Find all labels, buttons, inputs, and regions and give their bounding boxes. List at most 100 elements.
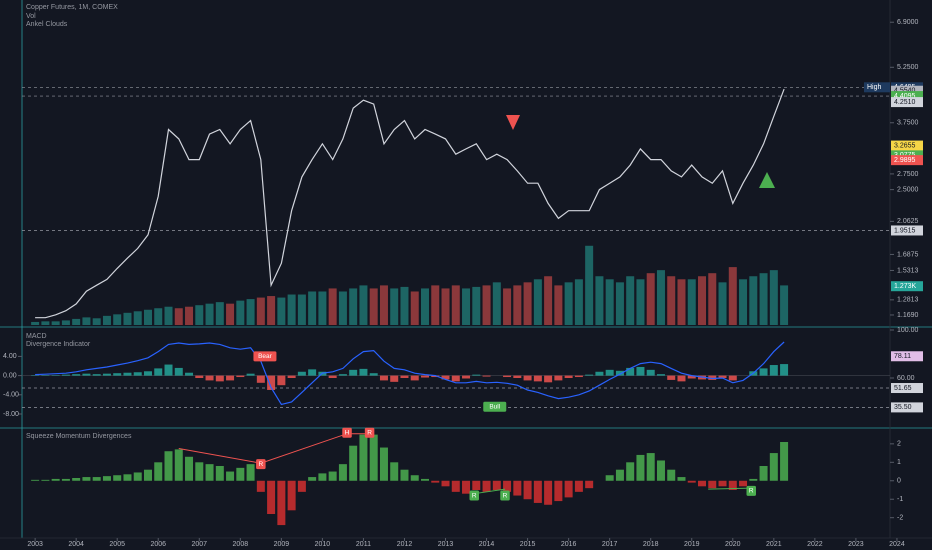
volume-bar xyxy=(523,282,532,325)
volume-bar xyxy=(123,312,132,325)
volume-bar xyxy=(677,279,686,325)
histogram-bar xyxy=(482,375,491,377)
annotation-box xyxy=(500,490,510,501)
histogram-bar xyxy=(780,364,789,376)
histogram-bar xyxy=(749,478,758,481)
histogram-bar xyxy=(164,364,173,376)
x-tick-label: 2021 xyxy=(766,541,782,548)
histogram-bar xyxy=(523,375,532,381)
y-tick-label: 2.7500 xyxy=(897,171,919,178)
histogram-bar xyxy=(215,375,224,382)
histogram-bar xyxy=(92,374,101,376)
histogram-bar xyxy=(379,375,388,381)
volume-bar xyxy=(205,303,214,325)
histogram-bar xyxy=(687,480,696,483)
volume-bar xyxy=(154,308,163,325)
volume-bar xyxy=(492,282,501,325)
volume-bar xyxy=(595,276,604,325)
histogram-bar xyxy=(544,480,553,505)
volume-bar xyxy=(698,276,707,325)
indicator-label: Ankel Clouds xyxy=(26,21,68,28)
histogram-bar xyxy=(256,480,265,492)
histogram-bar xyxy=(687,375,696,379)
x-tick-label: 2011 xyxy=(356,541,371,548)
histogram-bar xyxy=(718,375,727,378)
x-tick-label: 2013 xyxy=(438,541,454,548)
x-tick-label: 2015 xyxy=(520,541,536,548)
price-tag xyxy=(891,155,923,166)
price-line xyxy=(35,88,785,319)
volume-bar xyxy=(739,279,748,325)
buy-signal xyxy=(759,172,775,188)
volume-bar xyxy=(328,288,337,325)
histogram-bar xyxy=(462,375,471,379)
x-tick-label: 2017 xyxy=(602,541,618,548)
price-tag-label: 51.65 xyxy=(894,385,912,392)
histogram-bar xyxy=(297,371,306,376)
histogram-bar xyxy=(574,480,583,492)
x-tick-label: 2014 xyxy=(479,541,495,548)
volume-bar xyxy=(636,279,645,325)
histogram-bar xyxy=(564,480,573,498)
x-tick-label: 2007 xyxy=(191,541,207,548)
histogram-bar xyxy=(554,480,563,502)
volume-bar xyxy=(102,315,111,325)
histogram-bar xyxy=(420,478,429,481)
price-tag xyxy=(891,85,923,96)
volume-bar xyxy=(174,308,183,325)
histogram-bar xyxy=(143,469,152,481)
volume-bar xyxy=(287,294,296,325)
annotation-box xyxy=(253,351,277,362)
histogram-bar xyxy=(431,375,440,378)
histogram-bar xyxy=(113,373,122,376)
x-tick-label: 2018 xyxy=(643,541,659,548)
tag-name: High xyxy=(867,84,882,91)
volume-bar xyxy=(420,288,429,325)
histogram-bar xyxy=(41,479,50,481)
histogram-bar xyxy=(646,453,655,481)
price-tag xyxy=(891,351,923,362)
histogram-bar xyxy=(503,480,512,492)
volume-bar xyxy=(574,279,583,325)
histogram-bar xyxy=(656,460,665,481)
histogram-bar xyxy=(246,373,255,376)
histogram-bar xyxy=(585,374,594,376)
y2-tick-label: 100.00 xyxy=(897,327,919,334)
histogram-bar xyxy=(359,434,368,481)
price-tag-label: 4.2510 xyxy=(894,99,916,106)
x-tick-label: 2020 xyxy=(725,541,741,548)
histogram-bar xyxy=(544,375,553,383)
histogram-bar xyxy=(472,480,481,490)
volume-bar xyxy=(236,300,245,325)
histogram-bar xyxy=(585,480,594,489)
volume-bar xyxy=(585,245,594,325)
histogram-bar xyxy=(154,462,163,481)
volume-bar xyxy=(769,270,778,325)
volume-bar xyxy=(215,302,224,325)
sell-signal xyxy=(506,115,520,130)
histogram-bar xyxy=(420,375,429,378)
histogram-bar xyxy=(759,466,768,481)
volume-bar xyxy=(338,291,347,325)
histogram-bar xyxy=(133,372,142,376)
histogram-bar xyxy=(174,367,183,376)
histogram-bar xyxy=(708,480,717,489)
histogram-bar xyxy=(698,480,707,487)
histogram-bar xyxy=(400,469,409,481)
x-tick-label: 2008 xyxy=(233,541,249,548)
price-tag xyxy=(891,281,923,292)
annotation-box xyxy=(483,401,507,412)
histogram-bar xyxy=(656,374,665,376)
volume-bar xyxy=(379,285,388,325)
volume-bar xyxy=(513,285,522,325)
volume-bar xyxy=(277,297,286,325)
volume-bar xyxy=(544,276,553,325)
y-tick-label: 2.5000 xyxy=(897,186,919,193)
histogram-bar xyxy=(390,375,399,382)
y2-tick-label: 60.00 xyxy=(897,375,915,382)
price-tag-label: 35.50 xyxy=(894,404,912,411)
histogram-bar xyxy=(379,447,388,481)
annotation-text: R xyxy=(472,492,477,499)
volume-bar xyxy=(462,288,471,325)
